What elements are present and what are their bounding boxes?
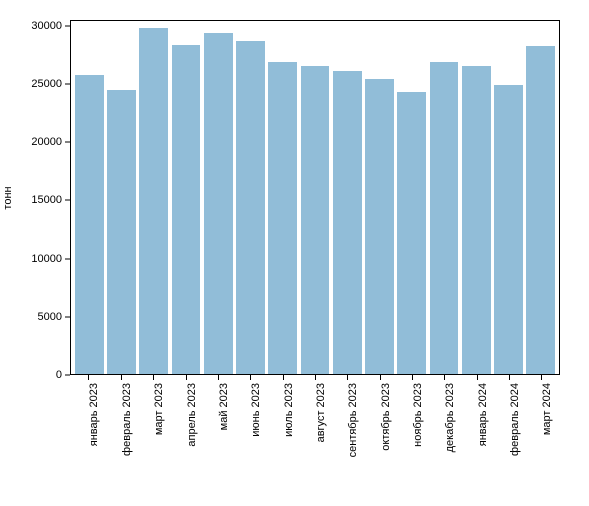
y-tick-label: 20000 bbox=[31, 136, 62, 148]
x-tick-mark bbox=[186, 375, 187, 380]
x-tick-label: октябрь 2023 bbox=[380, 383, 392, 451]
x-tick-label: ноябрь 2023 bbox=[412, 383, 424, 447]
bar bbox=[301, 66, 330, 374]
x-tick-label: август 2023 bbox=[315, 383, 327, 442]
bar bbox=[494, 85, 523, 374]
x-tick-label: июль 2023 bbox=[283, 383, 295, 437]
y-tick-label: 10000 bbox=[31, 253, 62, 265]
x-tick-mark bbox=[315, 375, 316, 380]
bar bbox=[462, 66, 491, 374]
x-tick-label: март 2023 bbox=[153, 383, 165, 435]
x-tick-label: май 2023 bbox=[218, 383, 230, 430]
x-tick-label: февраль 2023 bbox=[121, 383, 133, 456]
x-tick-mark bbox=[380, 375, 381, 380]
bar bbox=[397, 92, 426, 374]
y-axis: тонн 050001000015000200002500030000 bbox=[0, 20, 70, 375]
y-tick-label: 15000 bbox=[31, 194, 62, 206]
bar bbox=[268, 62, 297, 374]
bar bbox=[172, 45, 201, 374]
x-tick-mark bbox=[444, 375, 445, 380]
bar bbox=[204, 33, 233, 374]
x-tick-mark bbox=[218, 375, 219, 380]
x-tick-mark bbox=[477, 375, 478, 380]
x-tick-label: апрель 2023 bbox=[186, 383, 198, 447]
y-axis-label: тонн bbox=[2, 186, 14, 209]
y-tick-label: 5000 bbox=[38, 311, 62, 323]
bar bbox=[333, 71, 362, 374]
x-tick-label: январь 2024 bbox=[477, 383, 489, 446]
x-tick-mark bbox=[412, 375, 413, 380]
x-axis: январь 2023 февраль 2023 март 2023 апрель 2… bbox=[70, 375, 560, 495]
x-tick-label: март 2024 bbox=[541, 383, 553, 435]
x-tick-mark bbox=[88, 375, 89, 380]
x-tick-label: июнь 2023 bbox=[250, 383, 262, 437]
x-tick-mark bbox=[250, 375, 251, 380]
x-tick-label: февраль 2024 bbox=[509, 383, 521, 456]
bars-group bbox=[71, 21, 559, 374]
x-tick-mark bbox=[121, 375, 122, 380]
x-tick-label: сентябрь 2023 bbox=[347, 383, 359, 457]
bar bbox=[526, 46, 555, 374]
chart-container: тонн 0 5000 10000 15000 20000 25000 30000 янва… bbox=[0, 0, 589, 506]
x-tick-mark bbox=[347, 375, 348, 380]
bar bbox=[236, 41, 265, 374]
bar bbox=[430, 62, 459, 374]
bar bbox=[107, 90, 136, 374]
plot-area bbox=[70, 20, 560, 375]
x-tick-label: январь 2023 bbox=[88, 383, 100, 446]
y-tick-label: 25000 bbox=[31, 78, 62, 90]
x-tick-mark bbox=[283, 375, 284, 380]
bar bbox=[75, 75, 104, 374]
x-tick-label: декабрь 2023 bbox=[444, 383, 456, 452]
x-tick-mark bbox=[541, 375, 542, 380]
y-tick-label: 30000 bbox=[31, 20, 62, 32]
x-tick-mark bbox=[153, 375, 154, 380]
y-tick-label: 0 bbox=[56, 369, 62, 381]
x-tick-mark bbox=[509, 375, 510, 380]
bar bbox=[139, 28, 168, 374]
bar bbox=[365, 79, 394, 374]
